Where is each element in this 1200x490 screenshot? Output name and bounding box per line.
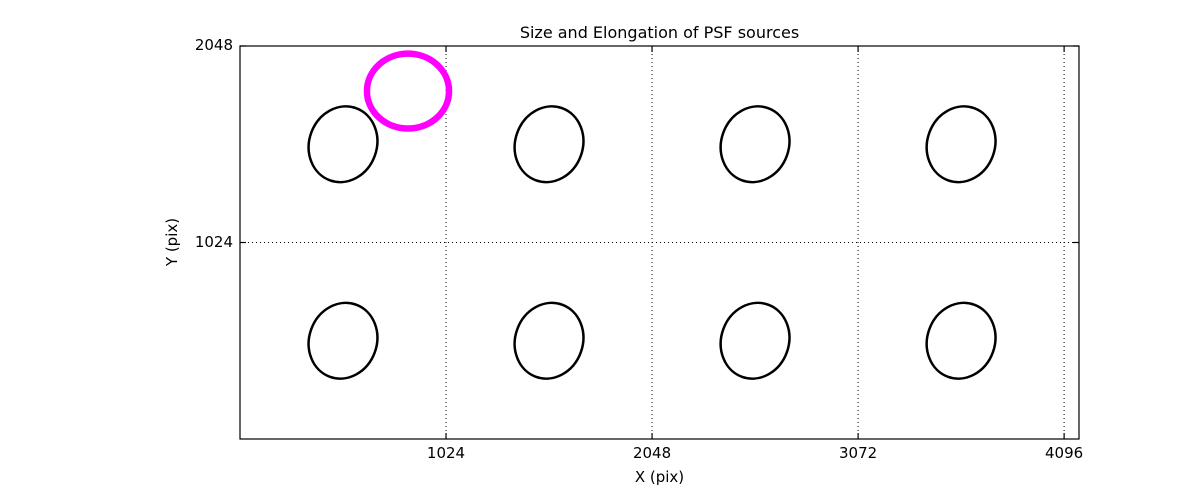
reference-ellipse bbox=[363, 50, 453, 132]
x-tick-label: 2048 bbox=[632, 444, 672, 462]
psf-ellipse bbox=[719, 301, 791, 380]
axes-frame bbox=[239, 45, 1080, 440]
psf-ellipse bbox=[925, 301, 997, 380]
psf-ellipse bbox=[307, 301, 379, 380]
y-tick-label: 1024 bbox=[194, 232, 233, 251]
chart-title: Size and Elongation of PSF sources bbox=[519, 23, 800, 42]
x-tick-label: 1024 bbox=[426, 444, 466, 462]
x-axis-label: X (pix) bbox=[634, 468, 685, 486]
y-tick-label: 2048 bbox=[194, 36, 233, 54]
psf-ellipse bbox=[925, 105, 997, 184]
x-tick-label: 4096 bbox=[1045, 444, 1084, 462]
psf-ellipse bbox=[719, 105, 791, 184]
psf-ellipse bbox=[307, 105, 379, 184]
psf-ellipse bbox=[513, 301, 585, 380]
x-tick-label: 3072 bbox=[838, 444, 878, 462]
psf-ellipse bbox=[513, 105, 585, 184]
